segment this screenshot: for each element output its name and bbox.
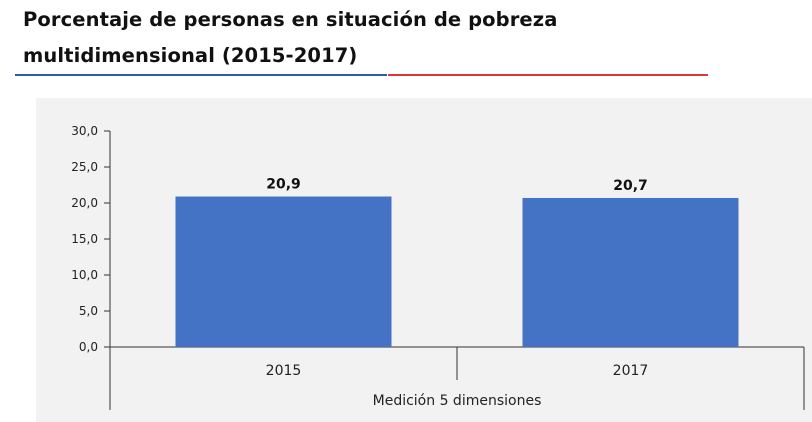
chart-title-line-2: multidimensional (2015-2017) xyxy=(23,44,358,67)
x-category-label: 2015 xyxy=(266,363,302,379)
y-tick-label: 25,0 xyxy=(71,160,98,174)
y-tick-label: 30,0 xyxy=(71,124,98,138)
bar-2015 xyxy=(175,196,392,347)
y-tick-label: 5,0 xyxy=(79,304,98,318)
chart-title-line-1: Porcentaje de personas en situación de p… xyxy=(23,8,558,31)
y-tick-label: 15,0 xyxy=(71,232,98,246)
y-tick-label: 20,0 xyxy=(71,196,98,210)
title-underline-blue xyxy=(15,74,387,76)
x-group-label: Medición 5 dimensiones xyxy=(373,393,542,409)
y-tick-label: 10,0 xyxy=(71,268,98,282)
y-tick-label: 0,0 xyxy=(79,340,98,354)
title-underline-red xyxy=(388,74,708,76)
data-label-2015: 20,9 xyxy=(266,177,301,193)
x-category-label: 2017 xyxy=(613,363,649,379)
data-label-2017: 20,7 xyxy=(613,178,648,194)
bar-2017 xyxy=(522,197,739,347)
